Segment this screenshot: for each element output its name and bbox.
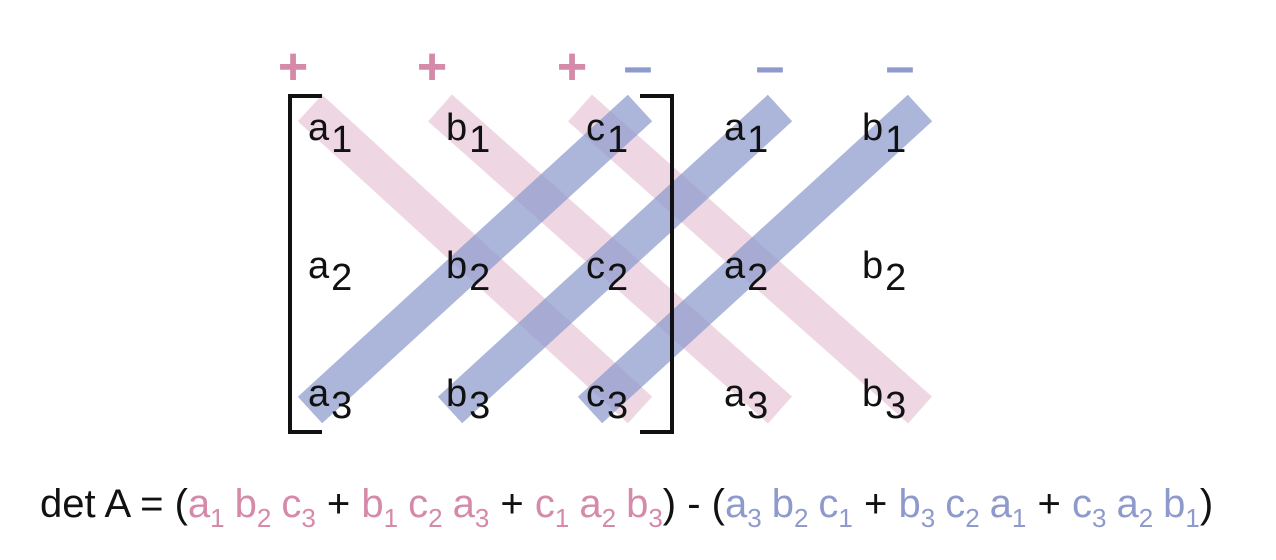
positive-term-1: a1 b2 c3: [187, 482, 316, 533]
minus-diagonal-band-1: [297, 94, 653, 424]
plus-sign-2: +: [417, 38, 447, 96]
matrix-entry-r3-c4: a3: [724, 373, 768, 427]
matrix-left-bracket: [288, 94, 322, 434]
formula-plus: +: [315, 482, 362, 526]
plus-sign-1: +: [278, 38, 308, 96]
positive-term-2: b1 c2 a3: [361, 482, 490, 533]
negative-term-2: b3 c2 a1: [898, 482, 1027, 533]
matrix-entry-r2-c4: a2: [724, 245, 768, 299]
matrix-entry-r2-c2: b2: [446, 245, 490, 299]
negative-term-3: c3 a2 b1: [1071, 482, 1200, 533]
matrix-entry-r3-c1: a3: [308, 373, 352, 427]
formula-prefix: det A = (: [40, 482, 188, 526]
matrix-entry-r1-c4: a1: [724, 107, 768, 161]
matrix-entry-r2-c3: c2: [586, 245, 628, 299]
matrix-right-bracket: [640, 94, 674, 434]
minus-sign-1: –: [624, 38, 653, 96]
minus-sign-2: –: [756, 38, 785, 96]
minus-diagonal-band-3: [577, 94, 933, 424]
plus-sign-3: +: [557, 38, 587, 96]
positive-term-3: c1 a2 b3: [534, 482, 663, 533]
minus-sign-3: –: [886, 38, 915, 96]
determinant-formula: det A = (a1 b2 c3 + b1 c2 a3 + c1 a2 b3) - (a3…: [40, 484, 1213, 531]
formula-plus: +: [852, 482, 899, 526]
matrix-entry-r3-c2: b3: [446, 373, 490, 427]
formula-plus: +: [489, 482, 535, 526]
matrix-entry-r1-c3: c1: [586, 107, 628, 161]
formula-suffix: ): [1199, 482, 1214, 526]
matrix-entry-r1-c5: b1: [862, 107, 906, 161]
negative-term-1: a3 b2 c1: [724, 482, 853, 533]
matrix-entry-r1-c2: b1: [446, 107, 490, 161]
formula-minus: ) - (: [662, 482, 725, 526]
matrix-entry-r2-c5: b2: [862, 245, 906, 299]
matrix-entry-r3-c3: c3: [586, 373, 628, 427]
minus-diagonal-band-2: [437, 94, 793, 424]
matrix-entry-r3-c5: b3: [862, 373, 906, 427]
matrix-entry-r2-c1: a2: [308, 245, 352, 299]
matrix-entry-r1-c1: a1: [308, 107, 352, 161]
formula-plus: +: [1026, 482, 1072, 526]
